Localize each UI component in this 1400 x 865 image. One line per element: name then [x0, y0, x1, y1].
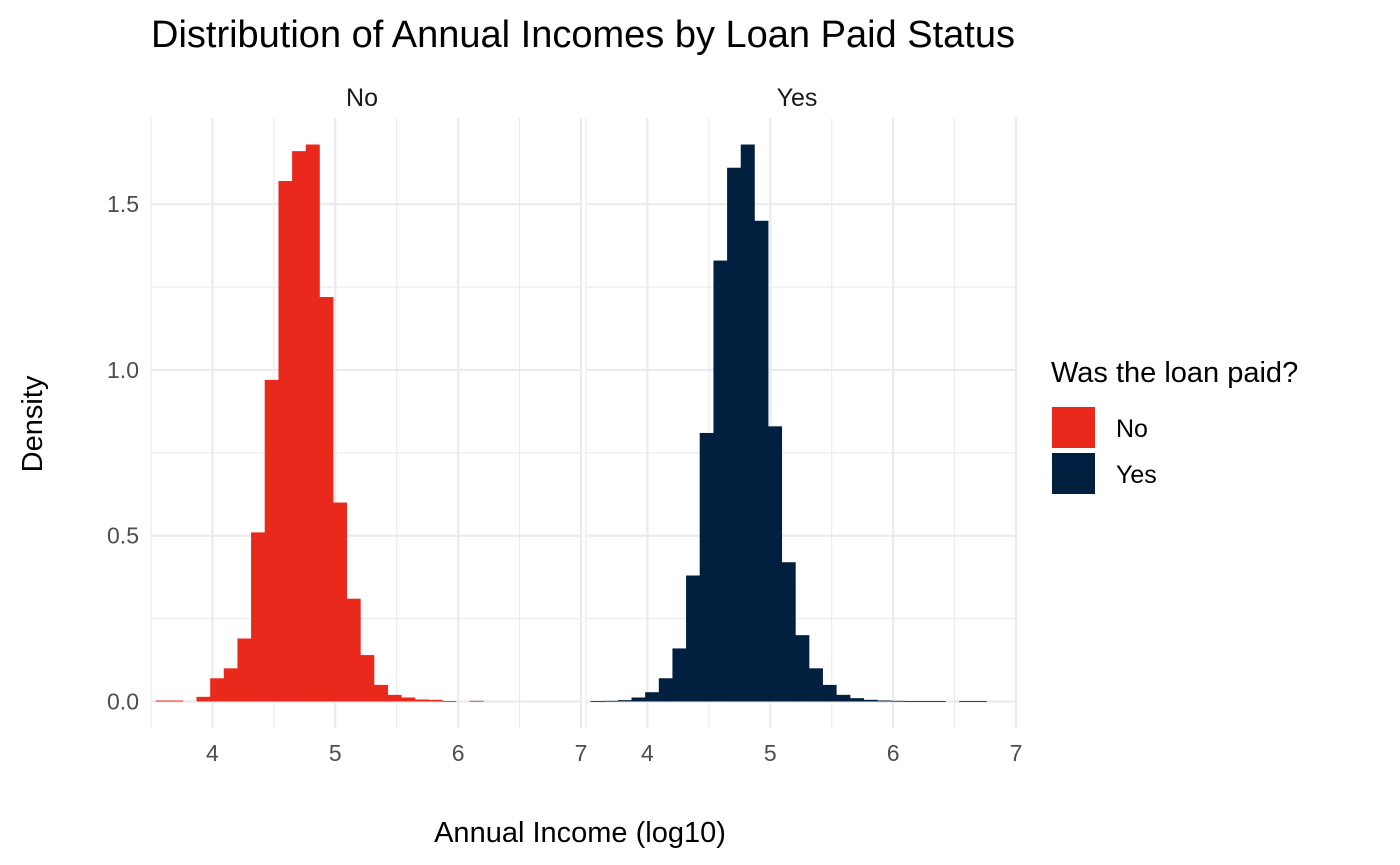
x-tick-label: 4: [206, 740, 219, 766]
histogram-bar-yes: [877, 700, 892, 702]
histogram-bar-yes: [604, 700, 619, 702]
x-tick-label: 4: [641, 740, 654, 766]
y-tick-label: 0.0: [107, 688, 139, 714]
histogram-bar-no: [319, 297, 334, 702]
histogram-bar-no: [196, 696, 211, 702]
histogram-bar-yes: [863, 699, 878, 702]
x-tick-label: 7: [1010, 740, 1023, 766]
facet-no: No 4 5 6 7: [150, 84, 587, 766]
histogram-bar-no: [360, 655, 375, 702]
histogram-bar-yes: [740, 144, 755, 702]
histogram-bar-yes: [918, 701, 933, 702]
histogram-bar-yes: [808, 668, 823, 702]
legend-label-yes: Yes: [1116, 461, 1157, 489]
histogram-bar-yes: [904, 701, 919, 702]
histogram-bar-no: [428, 699, 443, 702]
histogram-bar-yes: [686, 575, 701, 702]
histogram-bar-yes: [836, 694, 851, 702]
histogram-bar-yes: [768, 426, 783, 702]
histogram-bar-no: [155, 700, 170, 702]
histogram-bar-yes: [617, 700, 632, 702]
histogram-bar-no: [278, 180, 293, 702]
facet-yes: Yes 4 5 6 7: [585, 84, 1022, 766]
legend-title: Was the loan paid?: [1051, 357, 1298, 389]
y-axis-title: Density: [17, 375, 49, 472]
y-tick-label: 0.5: [107, 523, 139, 549]
facet-strip-yes: Yes: [777, 84, 818, 112]
histogram-bar-yes: [822, 684, 837, 702]
histogram-bar-no: [251, 532, 266, 702]
histogram-bar-no: [264, 379, 279, 702]
histogram-bar-yes: [754, 220, 769, 702]
x-tick-label: 6: [887, 740, 900, 766]
histogram-bar-no: [401, 697, 416, 702]
histogram-bar-yes: [795, 635, 810, 702]
histogram-bar-yes: [672, 648, 687, 702]
facet-yes-bars: [590, 144, 987, 702]
histogram-bar-no: [292, 151, 307, 702]
y-axis-ticks: 0.0 0.5 1.0 1.5: [107, 191, 139, 714]
histogram-bar-yes: [658, 678, 673, 702]
histogram-bar-no: [373, 684, 388, 702]
histogram-bar-yes: [631, 697, 646, 702]
facet-no-bars: [155, 144, 484, 702]
histogram-bar-no: [169, 700, 184, 702]
histogram-bar-yes: [590, 701, 605, 702]
y-tick-label: 1.5: [107, 191, 139, 217]
x-axis-title: Annual Income (log10): [434, 817, 726, 849]
y-tick-label: 1.0: [107, 357, 139, 383]
x-tick-label: 5: [329, 740, 342, 766]
histogram-bar-no: [414, 699, 429, 702]
histogram-bar-no: [223, 668, 238, 702]
histogram-bar-yes: [713, 260, 728, 702]
legend: Was the loan paid? No Yes: [1051, 357, 1298, 494]
histogram-bar-no: [237, 638, 252, 702]
histogram-bar-no: [442, 701, 457, 702]
facet-no-x-ticks: 4 5 6 7: [206, 740, 587, 766]
legend-key-no: [1052, 407, 1095, 448]
histogram-bar-yes: [972, 701, 987, 702]
histogram-bar-yes: [890, 700, 905, 702]
facet-strip-no: No: [346, 84, 378, 112]
histogram-bar-yes: [849, 698, 864, 702]
histogram-bar-yes: [931, 701, 946, 702]
histogram-bar-no: [469, 700, 484, 702]
x-tick-label: 5: [764, 740, 777, 766]
histogram-bar-yes: [727, 167, 742, 702]
facet-yes-grid: [585, 118, 1018, 728]
histogram-bar-yes: [699, 432, 714, 702]
chart-title: Distribution of Annual Incomes by Loan P…: [151, 14, 1015, 56]
histogram-bar-no: [346, 598, 361, 702]
x-tick-label: 6: [452, 740, 465, 766]
histogram-bar-yes: [959, 701, 974, 702]
legend-key-yes: [1052, 453, 1095, 494]
histogram-bar-no: [210, 678, 225, 702]
facet-no-grid: [150, 118, 583, 728]
histogram-bar-no: [387, 694, 402, 702]
histogram-bar-yes: [645, 692, 660, 702]
legend-label-no: No: [1116, 415, 1148, 443]
x-tick-label: 7: [575, 740, 588, 766]
histogram-bar-no: [305, 144, 320, 702]
facet-yes-x-ticks: 4 5 6 7: [641, 740, 1022, 766]
histogram-bar-no: [333, 502, 348, 702]
histogram-bar-yes: [781, 562, 796, 702]
